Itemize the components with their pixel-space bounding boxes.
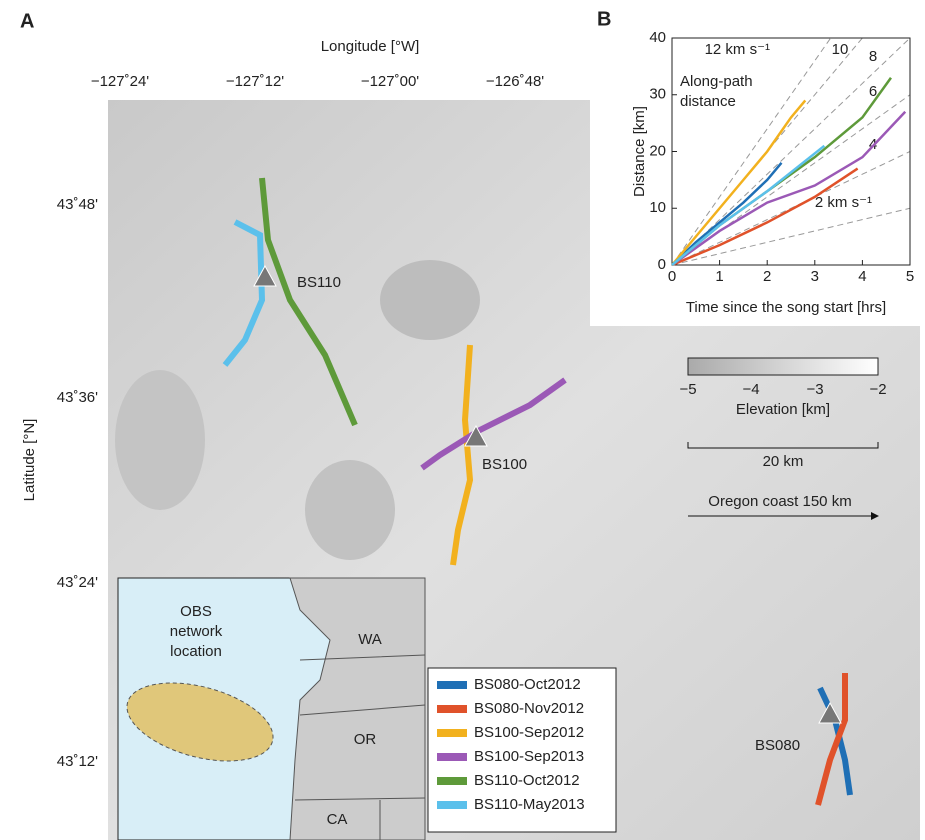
speed-label: 8	[869, 48, 877, 65]
legend-label: BS100-Sep2012	[474, 724, 584, 741]
x-tick-label: 4	[858, 268, 866, 285]
y-tick-label: 40	[649, 29, 666, 46]
y-axis-title: Latitude [°N]	[21, 419, 38, 502]
lon-tick: −127˚12'	[226, 73, 284, 90]
colorbar-tick: −3	[806, 381, 823, 398]
lon-tick: −127˚00'	[361, 73, 419, 90]
lat-tick: 43˚12'	[57, 753, 98, 770]
colorbar-tick: −5	[679, 381, 696, 398]
lon-tick: −126˚48'	[486, 73, 544, 90]
legend-label: BS080-Nov2012	[474, 700, 584, 717]
station-label: BS080	[755, 737, 800, 754]
colorbar-label: Elevation [km]	[736, 401, 830, 418]
x-axis-title: Time since the song start [hrs]	[686, 299, 886, 316]
scale-label: 20 km	[763, 453, 804, 470]
lat-tick: 43˚48'	[57, 196, 98, 213]
annotation: Along-path	[680, 73, 753, 90]
lat-tick: 43˚36'	[57, 389, 98, 406]
inset-title: OBS	[180, 603, 212, 620]
annotation: distance	[680, 93, 736, 110]
speed-label: 2 km s⁻¹	[815, 194, 872, 211]
inset-title: location	[170, 643, 222, 660]
legend-swatch	[437, 753, 467, 761]
legend-label: BS100-Sep2013	[474, 748, 584, 765]
legend-label: BS110-May2013	[474, 796, 585, 813]
y-tick-label: 10	[649, 199, 666, 216]
colorbar-tick: −4	[742, 381, 759, 398]
inset-title: network	[170, 623, 223, 640]
ridge	[115, 370, 205, 510]
y-axis-title: Distance [km]	[631, 106, 648, 197]
legend-swatch	[437, 681, 467, 689]
figure: A Longitude [°W] Latitude [°N] −127˚24' …	[0, 0, 925, 840]
land	[290, 578, 425, 840]
legend-swatch	[437, 729, 467, 737]
x-tick-label: 0	[668, 268, 676, 285]
speed-label: 12 km s⁻¹	[705, 41, 770, 58]
x-tick-label: 2	[763, 268, 771, 285]
lon-tick: −127˚24'	[91, 73, 149, 90]
legend-swatch	[437, 777, 467, 785]
seamount	[380, 260, 480, 340]
seamount	[305, 460, 395, 560]
legend-label: BS080-Oct2012	[474, 676, 581, 693]
y-tick-label: 20	[649, 142, 666, 159]
y-tick-label: 0	[658, 256, 666, 273]
speed-label: 10	[832, 41, 849, 58]
lat-tick: 43˚24'	[57, 574, 98, 591]
colorbar-tick: −2	[869, 381, 886, 398]
station-label: BS110	[297, 274, 341, 291]
arrow-note: Oregon coast 150 km	[708, 493, 851, 510]
panel-label: A	[20, 10, 34, 32]
state-label: WA	[358, 631, 382, 648]
x-axis-title: Longitude [°W]	[321, 38, 420, 55]
x-tick-label: 5	[906, 268, 914, 285]
panel-label: B	[597, 8, 611, 30]
state-label: OR	[354, 731, 377, 748]
y-tick-label: 30	[649, 86, 666, 103]
station-label: BS100	[482, 456, 527, 473]
legend-swatch	[437, 705, 467, 713]
state-label: CA	[327, 811, 348, 828]
x-tick-label: 3	[811, 268, 819, 285]
legend-label: BS110-Oct2012	[474, 772, 580, 789]
legend-swatch	[437, 801, 467, 809]
colorbar	[688, 358, 878, 375]
x-tick-label: 1	[715, 268, 723, 285]
